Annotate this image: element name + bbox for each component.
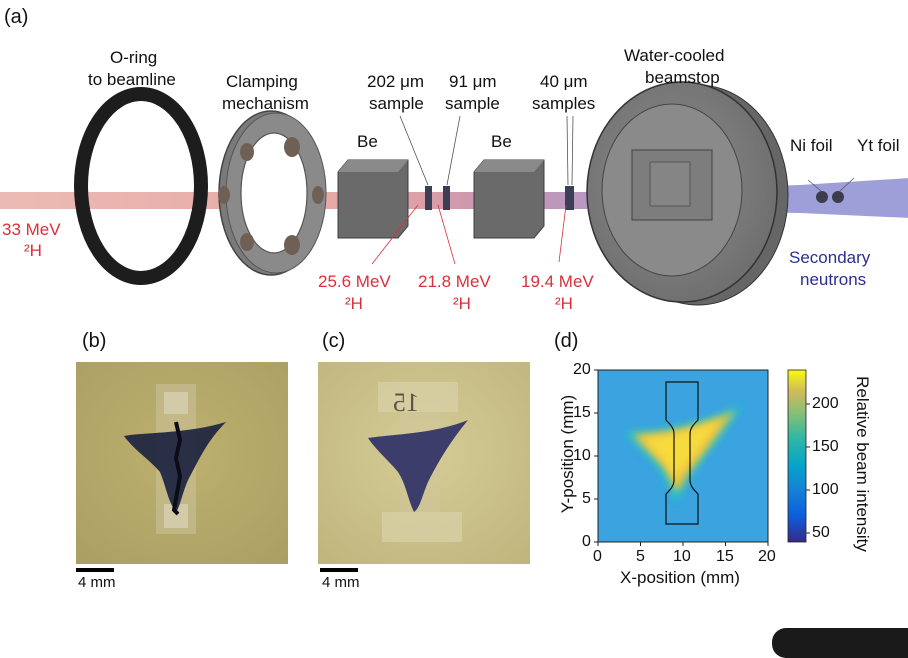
x-tick-15: 15 bbox=[716, 548, 734, 565]
yt-foil bbox=[832, 191, 844, 203]
panel-b-scale-bar bbox=[76, 568, 114, 572]
x-tick-20: 20 bbox=[758, 548, 776, 565]
panel-c-photo bbox=[318, 362, 530, 564]
secondary-neutrons-label-2: neutrons bbox=[800, 270, 867, 289]
corner-overlay bbox=[772, 628, 908, 658]
x-tick-10: 10 bbox=[673, 548, 691, 565]
panel-b-tag: (b) bbox=[82, 330, 107, 352]
y-tick-10: 10 bbox=[573, 447, 591, 464]
panel-d-tag: (d) bbox=[554, 330, 579, 352]
beam-intensity-heatmap bbox=[594, 369, 810, 546]
y-tick-15: 15 bbox=[573, 404, 591, 421]
sample-202-label-1: 202 μm bbox=[367, 72, 425, 91]
oring-label-1: O-ring bbox=[110, 48, 158, 67]
panel-c-tag: (c) bbox=[322, 330, 346, 352]
y-tick-0: 0 bbox=[582, 533, 591, 550]
panel-c-mark: 15 bbox=[393, 388, 419, 417]
colorbar bbox=[787, 369, 807, 543]
clamping-mechanism bbox=[218, 110, 327, 276]
sample-40-label-1: 40 μm bbox=[540, 72, 588, 91]
sample-91-label-1: 91 μm bbox=[449, 72, 497, 91]
energy-194-species: ²H bbox=[555, 294, 573, 313]
cbar-tick-100: 100 bbox=[812, 481, 839, 498]
specimen-outline bbox=[665, 381, 699, 525]
panel-b-scale-label: 4 mm bbox=[78, 574, 116, 591]
clamp-label-1: Clamping bbox=[226, 72, 298, 91]
beam-burn-mark bbox=[368, 420, 468, 512]
energy-218-species: ²H bbox=[453, 294, 471, 313]
cbar-tick-150: 150 bbox=[812, 438, 839, 455]
sample-202-label-2: sample bbox=[369, 94, 424, 113]
energy-218-label: 21.8 MeV bbox=[418, 272, 491, 291]
x-axis-label: X-position (mm) bbox=[620, 568, 740, 587]
panel-c-scale-label: 4 mm bbox=[322, 574, 360, 591]
ni-foil-label: Ni foil bbox=[790, 136, 833, 155]
energy-194-label: 19.4 MeV bbox=[521, 272, 594, 291]
beam-burn-mark bbox=[124, 422, 226, 512]
sample-91-label-2: sample bbox=[445, 94, 500, 113]
beamstop-label-1: Water-cooled bbox=[624, 46, 725, 65]
beamstop-label-2: beamstop bbox=[645, 68, 720, 87]
x-tick-5: 5 bbox=[636, 548, 645, 565]
energy-256-species: ²H bbox=[345, 294, 363, 313]
beamline-schematic bbox=[0, 81, 908, 306]
cbar-tick-200: 200 bbox=[812, 395, 839, 412]
cbar-tick-50: 50 bbox=[812, 524, 830, 541]
energy-33-label: 33 MeV bbox=[2, 220, 61, 239]
be-label-1: Be bbox=[357, 132, 378, 151]
oring-label-2: to beamline bbox=[88, 70, 176, 89]
o-ring bbox=[74, 87, 208, 285]
panel-c-scale-bar bbox=[320, 568, 358, 572]
yt-foil-label: Yt foil bbox=[857, 136, 900, 155]
energy-256-label: 25.6 MeV bbox=[318, 272, 391, 291]
water-cooled-beamstop bbox=[586, 81, 789, 306]
colorbar-label: Relative beam intensity bbox=[853, 376, 872, 552]
sample-202um bbox=[425, 186, 432, 210]
x-tick-0: 0 bbox=[593, 548, 602, 565]
energy-33-species: ²H bbox=[24, 241, 42, 260]
y-tick-5: 5 bbox=[582, 490, 591, 507]
y-axis-label: Y-position (mm) bbox=[558, 394, 577, 514]
panel-a-tag: (a) bbox=[4, 6, 29, 28]
panel-b-photo bbox=[76, 362, 288, 564]
sample-91um bbox=[443, 186, 450, 210]
sample-40-label-2: samples bbox=[532, 94, 596, 113]
be-label-2: Be bbox=[491, 132, 512, 151]
ni-foil bbox=[816, 191, 828, 203]
y-tick-20: 20 bbox=[573, 361, 591, 378]
clamp-label-2: mechanism bbox=[222, 94, 309, 113]
secondary-neutrons-label-1: Secondary bbox=[789, 248, 871, 267]
sample-40um bbox=[565, 186, 574, 210]
